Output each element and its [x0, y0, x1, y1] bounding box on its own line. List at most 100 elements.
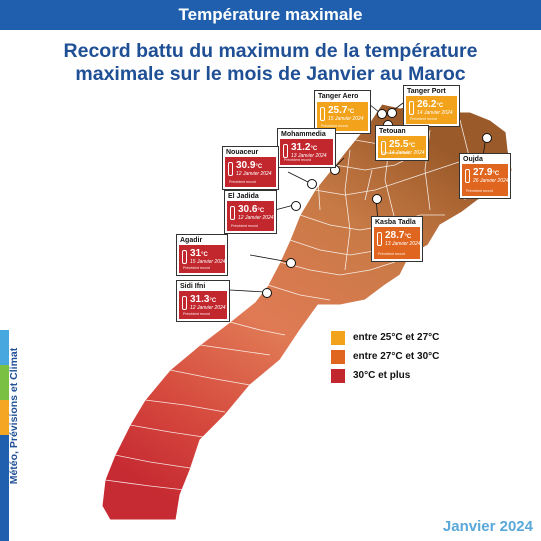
station-prev: Précédent record [378, 252, 405, 256]
station-card: 30.6°C 12 Janvier 2024 Précédent record [227, 201, 274, 231]
side-label: Météo, Prévisions et Climat [8, 347, 20, 485]
station-kasba-tadla[interactable]: Kasba Tadla 28.7°C 13 Janvier 2024 Précé… [371, 216, 423, 262]
station-unit: °C [201, 252, 208, 258]
station-card: 27.9°C 26 Janvier 2024 Précédent record [462, 164, 509, 196]
station-value: 30.6 [238, 204, 258, 215]
station-city: Sidi Ifni [180, 283, 206, 290]
station-city: Agadir [180, 237, 203, 244]
station-unit: °C [255, 164, 263, 170]
headline-line1: Record battu du maximum de la températur… [63, 40, 478, 62]
station-date: 26 Janvier 2024 [473, 178, 509, 184]
station-date: 15 Janvier 2024 [328, 116, 364, 122]
side-stripe [0, 365, 9, 400]
station-unit: °C [492, 171, 500, 177]
station-tanger-aero[interactable]: Tanger Aero 25.7°C 15 Janvier 2024 Précé… [314, 90, 371, 134]
station-date: 14 Janvier 2024 [417, 110, 453, 116]
title-banner: Température maximale [0, 0, 541, 30]
legend-swatch [331, 350, 345, 364]
station-nouaceur[interactable]: Nouaceur 30.9°C 12 Janvier 2024 Précéden… [222, 146, 279, 190]
side-stripes [0, 330, 9, 541]
side-stripe [0, 435, 9, 541]
station-value: 30.9 [236, 160, 256, 171]
station-value: 28.7 [385, 230, 405, 241]
station-city: Oujda [463, 156, 483, 163]
station-city: Tanger Aero [318, 93, 359, 100]
station-marker[interactable] [377, 109, 387, 119]
station-marker[interactable] [262, 288, 272, 298]
legend-label: entre 27°C et 30°C [353, 351, 440, 362]
headline: Record battu du maximum de la températur… [10, 40, 531, 86]
station-unit: °C [257, 208, 265, 214]
station-card: 31°C 15 Janvier 2024 Précédent record [179, 245, 226, 273]
station-marker[interactable] [286, 258, 296, 268]
station-value: 31 [190, 248, 202, 259]
station-city: Tetouan [379, 128, 406, 135]
station-unit: °C [408, 143, 416, 149]
thermometer-icon [377, 232, 382, 246]
station-el-jadida[interactable]: El Jadida 30.6°C 12 Janvier 2024 Précéde… [224, 190, 277, 234]
station-mohammedia[interactable]: Mohammedia 31.2°C 13 Janvier 2024 Précéd… [277, 128, 336, 168]
station-marker[interactable] [482, 133, 492, 143]
station-sidi-ifni[interactable]: Sidi Ifni 31.3°C 12 Janvier 2024 Précéde… [176, 280, 230, 322]
station-card: 26.2°C 14 Janvier 2024 Précédent record [406, 96, 457, 124]
thermometer-icon [182, 250, 187, 264]
station-value: 26.2 [417, 99, 437, 110]
station-prev: Précédent record [183, 312, 210, 316]
station-unit: °C [404, 234, 412, 240]
thermometer-icon [230, 206, 235, 220]
station-prev: Précédent record [229, 180, 256, 184]
station-unit: °C [209, 298, 217, 304]
station-card: 31.2°C 13 Janvier 2024 Précédent record [280, 139, 333, 165]
station-card: 25.7°C 15 Janvier 2024 Précédent record [317, 102, 368, 131]
station-city: Mohammedia [281, 131, 326, 138]
station-card: 25.5°C 14 Janvier 2024 Précédent record [378, 136, 426, 158]
station-value: 25.5 [389, 139, 409, 150]
legend-label: entre 25°C et 27°C [353, 332, 440, 343]
station-prev: Précédent record [466, 189, 493, 193]
station-unit: °C [310, 146, 318, 152]
station-value: 31.3 [190, 294, 210, 305]
station-date: 14 Janvier 2024 [389, 150, 425, 156]
station-tanger-port[interactable]: Tanger Port 26.2°C 14 Janvier 2024 Précé… [403, 85, 460, 127]
station-city: Nouaceur [226, 149, 259, 156]
station-date: 15 Janvier 2024 [190, 259, 226, 265]
station-marker[interactable] [307, 179, 317, 189]
station-prev: Précédent record [410, 117, 437, 121]
station-prev: Précédent record [382, 151, 409, 155]
station-prev: Précédent record [183, 266, 210, 270]
station-oujda[interactable]: Oujda 27.9°C 26 Janvier 2024 Précédent r… [459, 153, 511, 199]
station-prev: Précédent record [284, 158, 311, 162]
station-unit: °C [347, 109, 355, 115]
station-agadir[interactable]: Agadir 31°C 15 Janvier 2024 Précédent re… [176, 234, 228, 276]
station-city: Kasba Tadla [375, 219, 416, 226]
station-marker[interactable] [291, 201, 301, 211]
station-city: Tanger Port [407, 88, 446, 95]
banner-title: Température maximale [178, 5, 363, 24]
headline-line2: maximale sur le mois de Janvier au Maroc [75, 63, 466, 85]
thermometer-icon [182, 296, 187, 310]
morocco-shape [101, 103, 513, 521]
legend-swatch [331, 331, 345, 345]
thermometer-icon [320, 107, 325, 121]
station-marker[interactable] [372, 194, 382, 204]
station-prev: Précédent record [231, 224, 258, 228]
station-prev: Précédent record [321, 124, 348, 128]
station-unit: °C [436, 103, 444, 109]
station-date: 13 Janvier 2024 [385, 241, 421, 247]
station-card: 31.3°C 12 Janvier 2024 Précédent record [179, 291, 227, 319]
station-city: El Jadida [228, 193, 259, 200]
station-marker[interactable] [387, 108, 397, 118]
station-value: 25.7 [328, 105, 348, 116]
legend-label: 30°C et plus [353, 370, 411, 381]
station-date: 12 Janvier 2024 [238, 215, 274, 221]
station-value: 27.9 [473, 167, 493, 178]
side-stripe [0, 330, 9, 365]
station-tetouan[interactable]: Tetouan 25.5°C 14 Janvier 2024 Précédent… [375, 125, 429, 161]
station-card: 28.7°C 13 Janvier 2024 Précédent record [374, 227, 421, 259]
footer-date: Janvier 2024 [442, 518, 533, 535]
thermometer-icon [465, 169, 470, 183]
legend-swatch [331, 369, 345, 383]
station-card: 30.9°C 12 Janvier 2024 Précédent record [225, 157, 276, 187]
thermometer-icon [283, 144, 288, 158]
station-date: 12 Janvier 2024 [236, 171, 272, 177]
